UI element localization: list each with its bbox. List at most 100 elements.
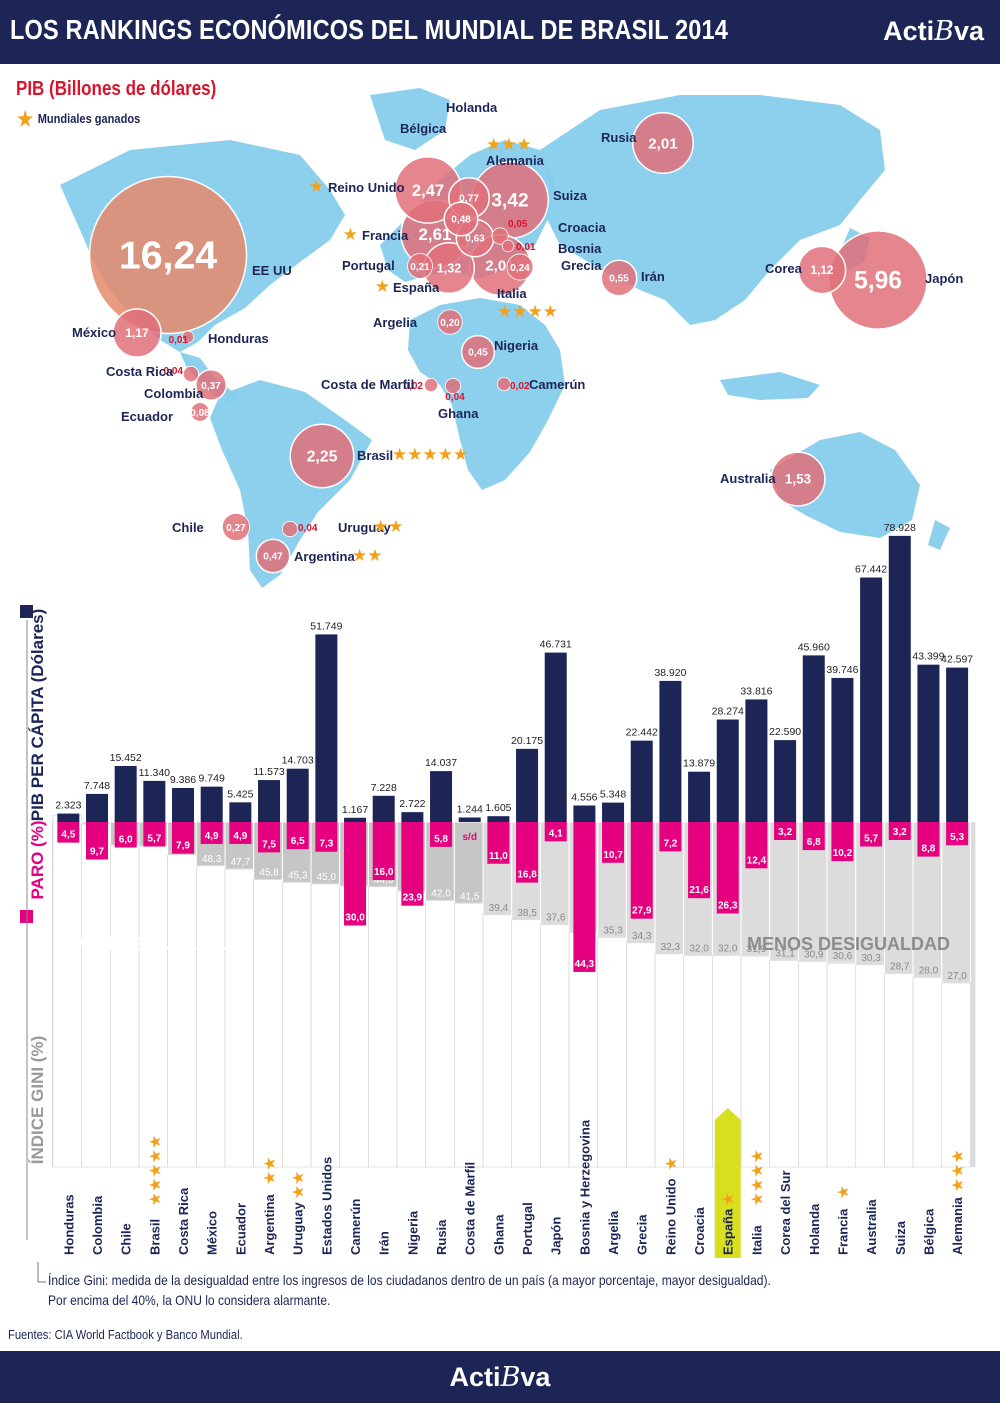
bubble-croacia [491, 227, 509, 245]
pib-bar-grecia [630, 740, 653, 822]
bubble-argentina [255, 538, 291, 574]
gini-label-espana: 32,0 [718, 944, 738, 955]
paro-bar-belgica [917, 822, 940, 857]
country-label-croacia: Croacia [558, 220, 606, 235]
gini-label-alemania: 27,0 [947, 971, 967, 982]
bubble-value-brasil: 2,25 [307, 449, 338, 466]
bubble-value-argelia: 0,20 [440, 318, 460, 329]
paro-label-uruguay: 6,5 [291, 836, 305, 847]
gini-gap-honduras [52, 814, 82, 1168]
category-stars-alemania: ★★★ [948, 1149, 967, 1192]
gini-gap-estados-unidos [310, 883, 340, 1168]
brand-logo: ActiBva [883, 16, 984, 47]
gini-label-mexico: 48,3 [202, 854, 222, 865]
pib-bar-rusia [430, 771, 453, 822]
category-label-croacia: Croacia [692, 1207, 707, 1255]
bubble-colombia [194, 368, 228, 402]
pib-label-argentina: 11.573 [253, 766, 284, 778]
stars-espana: ★ [375, 277, 390, 297]
bubble-value-costa-de-marfil: 0,02 [404, 381, 424, 392]
bubble-value-ecuador: 0,08 [190, 408, 210, 419]
pib-label-chile: 15.452 [110, 752, 142, 764]
pib-bar-portugal [516, 748, 539, 822]
paro-bar-argentina [258, 822, 281, 853]
country-label-australia: Australia [720, 471, 776, 486]
pib-label-mexico: 9.749 [199, 773, 225, 785]
gini-gap-suiza [884, 973, 914, 1168]
gini-gap-colombia [81, 823, 111, 1168]
gini-gap-alemania [941, 982, 971, 1168]
category-stars-espana: ★ [719, 1192, 738, 1206]
stars-alemania: ★★★ [486, 135, 532, 155]
category-label-holanda: Holanda [807, 1203, 822, 1255]
paro-label-mexico: 4,9 [205, 831, 219, 842]
page-title: LOS RANKINGS ECONÓMICOS DEL MUNDIAL DE B… [10, 14, 729, 45]
gini-gap-japon [540, 924, 570, 1168]
country-label-honduras: Honduras [208, 331, 269, 346]
paro-bar-colombia [86, 822, 109, 860]
pib-bar-nigeria [401, 812, 424, 822]
pib-bar-ghana [487, 816, 510, 822]
paro-bar-suiza [888, 822, 911, 840]
country-label-suiza: Suiza [553, 188, 588, 203]
bubble-value-camerun: 0,02 [510, 381, 530, 392]
pib-bar-uruguay [286, 768, 309, 822]
bubble-value-japon: 5,96 [854, 268, 902, 295]
gini-gap-australia [855, 964, 885, 1168]
country-label-portugal: Portugal [342, 258, 395, 273]
category-label-camerun: Camerún [348, 1199, 363, 1255]
bubble-uruguay [281, 520, 299, 538]
paro-bar-estados-unidos [315, 822, 338, 852]
land-greenland [370, 88, 450, 150]
pib-label-italia: 33.816 [740, 685, 772, 697]
bubble-value-ghana: 0,04 [445, 392, 465, 403]
pib-bar-espana [716, 719, 739, 822]
country-label-japon: Japón [925, 271, 963, 286]
bubble-value-australia: 1,53 [785, 472, 811, 487]
gini-label-grecia: 34,3 [632, 931, 652, 942]
paro-bar-francia [831, 822, 854, 862]
pib-bar-mexico [200, 786, 223, 822]
gini-gap-costa-de-marfil [454, 902, 484, 1168]
gini-gap-brasil [138, 845, 168, 1168]
paro-label-honduras: 4,5 [61, 830, 75, 841]
bubble-value-chile: 0,27 [226, 523, 246, 534]
paro-label-iran: 16,0 [374, 867, 394, 878]
pib-bar-australia [860, 577, 883, 822]
bubble-rusia [632, 112, 694, 174]
bubble-value-suiza: 0,63 [465, 234, 485, 245]
map-title: PIB (Billones de dólares) [16, 78, 217, 100]
stars-uruguay: ★★ [373, 517, 403, 537]
pib-label-francia: 39.746 [826, 664, 858, 676]
bubble-portugal [407, 253, 433, 279]
category-label-italia: Italia [749, 1225, 764, 1255]
paro-label-belgica: 8,8 [921, 844, 935, 855]
paro-label-argentina: 7,5 [262, 839, 276, 850]
paro-label-brasil: 5,7 [147, 834, 161, 845]
paro-label-francia: 10,2 [833, 848, 853, 859]
paro-bar-italia [745, 822, 768, 869]
paro-bar-ecuador [229, 822, 252, 844]
bubble-value-mexico: 1,17 [125, 326, 149, 340]
country-label-nigeria: Nigeria [494, 338, 539, 353]
country-label-espana: España [393, 280, 440, 295]
gini-gap-croacia [683, 955, 713, 1168]
pib-label-holanda: 45.960 [798, 641, 830, 653]
bubble-honduras [181, 330, 195, 344]
pib-bar-ecuador [229, 802, 252, 822]
paro-label-nigeria: 23,9 [403, 893, 423, 904]
bubble-value-ee-uu: 16,24 [119, 234, 217, 278]
pib-label-australia: 67.442 [855, 564, 887, 576]
gini-gap-francia [826, 962, 857, 1168]
pib-label-portugal: 20.175 [511, 735, 543, 747]
gini-note-2: Por encima del 40%, la ONU lo considera … [48, 1292, 331, 1308]
pib-label-suiza: 78.928 [884, 522, 916, 534]
category-label-iran: Irán [377, 1231, 392, 1255]
paro-label-chile: 6,0 [119, 835, 133, 846]
category-label-costa-de-marfil: Costa de Marfil [463, 1162, 478, 1255]
pib-bar-croacia [688, 771, 711, 822]
pib-label-iran: 7.228 [371, 782, 397, 794]
country-label-francia: Francia [362, 228, 409, 243]
paro-bar-chile [114, 822, 137, 848]
bubble-ee-uu [88, 175, 248, 335]
